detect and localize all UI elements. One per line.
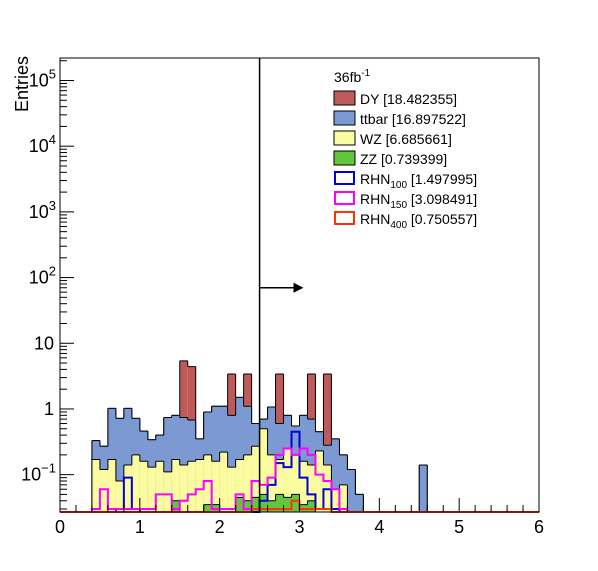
bar-wz (187, 461, 196, 512)
bar-wz (331, 489, 340, 512)
y-tick-label: 1 (44, 399, 54, 419)
bar-zz (243, 500, 252, 512)
bar-zz (235, 497, 244, 512)
bar-wz (123, 465, 132, 512)
bar-zz (267, 500, 276, 512)
legend-label: ttbar [16.897522] (360, 111, 466, 127)
bar-wz (299, 461, 308, 512)
legend-label: WZ [6.685661] (360, 131, 452, 147)
bar-zz (259, 494, 268, 512)
legend-swatch-rhn400 (334, 211, 355, 225)
bar-wz (203, 454, 212, 512)
x-tick-label: 3 (294, 517, 304, 537)
bar-wz (171, 459, 180, 512)
bar-wz (243, 454, 252, 512)
bar-ttbar (339, 454, 348, 512)
y-tick-label: 103 (29, 198, 56, 222)
legend-swatch-rhn150 (334, 191, 355, 205)
legend-label: RHN100 [1.497995] (360, 171, 477, 191)
bar-wz (195, 459, 204, 512)
x-tick-label: 5 (454, 517, 464, 537)
cut-arrow-head (293, 282, 304, 293)
bar-wz (259, 428, 268, 512)
y-tick-label: 10 (34, 333, 54, 353)
legend-label: RHN150 [3.098491] (360, 191, 477, 211)
bar-wz (227, 467, 236, 512)
legend-label: DY [18.482355] (360, 91, 457, 107)
legend-label: RHN400 [0.750557] (360, 211, 477, 231)
legend-header: 36fb-1 (334, 68, 371, 85)
x-tick-label: 0 (55, 517, 65, 537)
bar-wz (275, 459, 284, 512)
bar-ttbar (331, 438, 340, 512)
bar-wz (179, 465, 188, 512)
bar-zz (203, 504, 212, 512)
legend-label: ZZ [0.739399] (360, 151, 447, 167)
bar-wz (339, 484, 348, 512)
legend-swatch-dy (333, 90, 356, 106)
legend-swatch-wz (333, 130, 356, 146)
bar-wz (267, 454, 276, 512)
x-tick-label: 6 (534, 517, 544, 537)
bar-zz (307, 500, 316, 512)
bar-wz (291, 454, 300, 512)
bar-ttbar (419, 465, 428, 512)
bar-wz (91, 459, 100, 512)
bar-wz (163, 471, 172, 512)
legend-swatch-rhn100 (334, 171, 355, 185)
y-tick-label: 104 (29, 132, 56, 156)
bar-ttbar (123, 408, 132, 512)
bar-wz (139, 461, 148, 512)
plot-area (60, 58, 539, 513)
x-tick-label: 2 (215, 517, 225, 537)
legend-swatch-ttbar (333, 110, 356, 126)
legend-swatch-zz (333, 150, 356, 166)
x-tick-label: 4 (374, 517, 384, 537)
bar-wz (211, 461, 220, 512)
bar-wz (155, 461, 164, 512)
bar-ttbar (347, 469, 356, 512)
bar-wz (235, 459, 244, 512)
bar-wz (315, 450, 324, 512)
bar-zz (291, 494, 300, 512)
bar-zz (171, 500, 180, 512)
bar-wz (99, 469, 108, 512)
bar-ttbar (235, 397, 244, 512)
bar-wz (219, 452, 228, 512)
bar-wz (131, 454, 140, 512)
x-tick-label: 1 (135, 517, 145, 537)
axes: 0 1 2 3 4 5 6 10−1 1 10 102 103 104 105 (21, 57, 544, 537)
y-axis-label: Entries (12, 56, 32, 112)
bar-wz (251, 446, 260, 512)
bar-zz (251, 497, 260, 512)
bar-wz (115, 481, 124, 512)
bar-wz (283, 448, 292, 512)
bar-zz (275, 494, 284, 512)
y-tick-label: 10−1 (21, 461, 56, 485)
bar-ttbar (211, 406, 220, 512)
y-tick-label: 102 (29, 264, 56, 288)
bar-wz (147, 467, 156, 512)
bar-wz (107, 459, 116, 512)
bar-ttbar (355, 494, 364, 512)
y-tick-label: 105 (29, 66, 56, 90)
bar-ttbar (227, 415, 236, 512)
bar-wz (307, 465, 316, 512)
bar-ttbar (115, 418, 124, 512)
bar-dy (323, 374, 332, 512)
legend: 36fb-1 DY [18.482355] ttbar [16.897522] WZ … (333, 68, 477, 231)
bar-zz (283, 497, 292, 512)
bar-ttbar (163, 417, 172, 512)
